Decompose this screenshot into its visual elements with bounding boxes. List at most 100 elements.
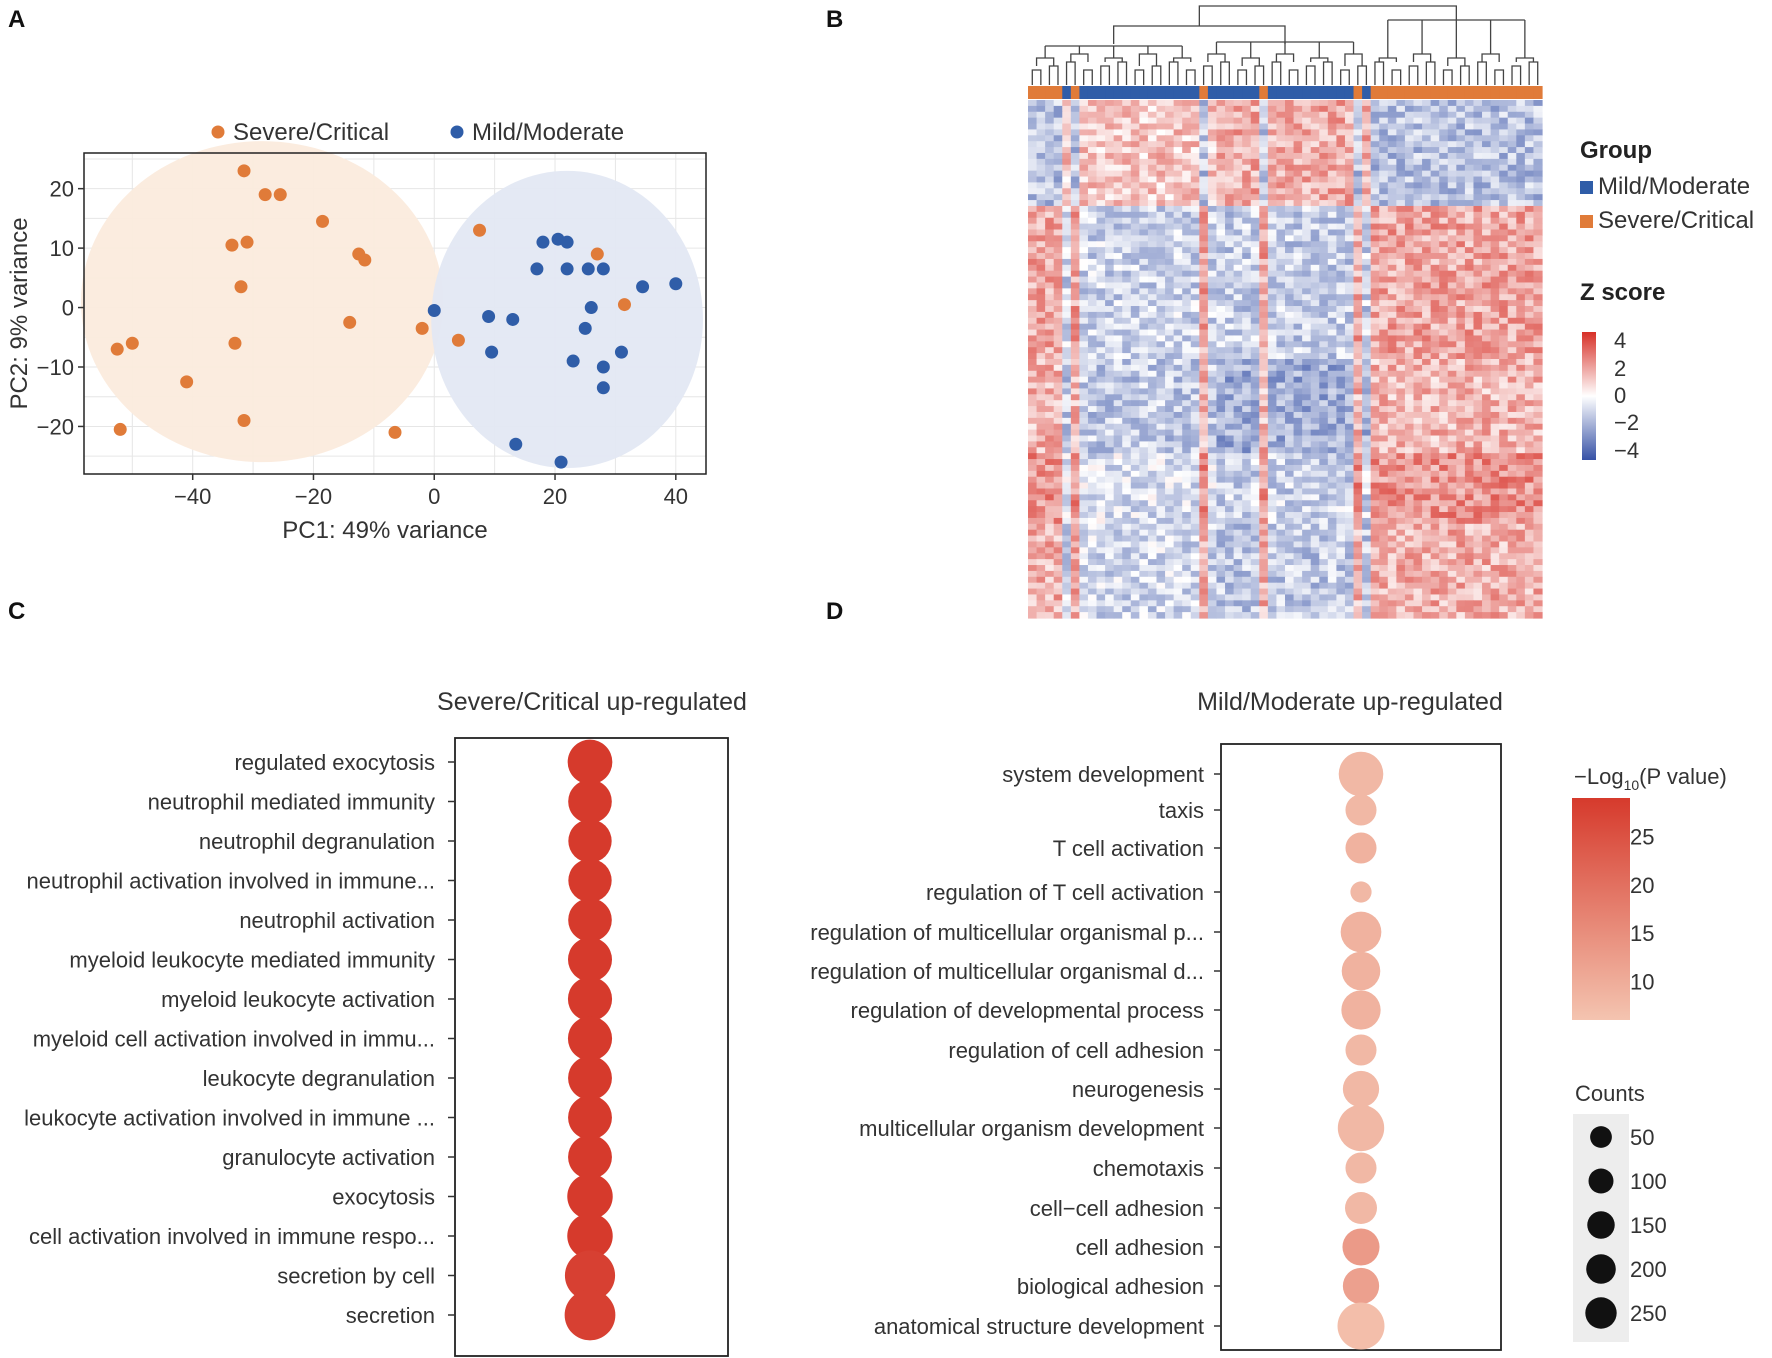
heatmap-cell <box>1482 306 1492 313</box>
heatmap-cell <box>1516 417 1526 425</box>
heatmap-cell <box>1207 223 1218 231</box>
heatmap-cell <box>1327 311 1337 319</box>
heatmap-cell <box>1028 147 1038 154</box>
heatmap-cell <box>1147 276 1158 284</box>
heatmap-cell <box>1404 170 1415 178</box>
heatmap-cell <box>1482 400 1492 407</box>
heatmap-cell <box>1439 129 1449 136</box>
heatmap-cell <box>1028 276 1038 284</box>
heatmap-cell <box>1096 470 1106 478</box>
heatmap-cell <box>1070 370 1080 378</box>
heatmap-cell <box>1422 241 1432 248</box>
heatmap-cell <box>1139 147 1149 154</box>
heatmap-cell <box>1045 282 1055 289</box>
heatmap-cell <box>1242 276 1252 284</box>
heatmap-cell <box>1387 370 1397 378</box>
heatmap-cell <box>1447 276 1457 284</box>
heatmap-cell <box>1070 382 1080 390</box>
heatmap-cell <box>1182 335 1192 342</box>
heatmap-cell <box>1499 264 1509 272</box>
heatmap-cell <box>1482 323 1492 331</box>
heatmap-cell <box>1285 488 1295 495</box>
heatmap-cell <box>1370 441 1380 448</box>
heatmap-cell <box>1156 294 1166 301</box>
heatmap-cell <box>1285 123 1295 131</box>
heatmap-cell <box>1336 253 1346 260</box>
heatmap-cell <box>1147 364 1158 372</box>
heatmap-cell <box>1045 382 1055 390</box>
heatmap-cell <box>1285 164 1295 172</box>
heatmap-cell <box>1096 406 1106 413</box>
heatmap-cell <box>1130 335 1140 342</box>
heatmap-cell <box>1319 441 1329 448</box>
heatmap-cell <box>1259 429 1269 437</box>
heatmap-cell <box>1207 105 1218 113</box>
heatmap-cell <box>1250 111 1260 119</box>
heatmap-cell <box>1464 247 1475 254</box>
heatmap-cell <box>1156 194 1166 201</box>
heatmap-cell <box>1344 282 1355 289</box>
heatmap-cell <box>1404 311 1415 319</box>
pca-point-mild <box>536 235 550 249</box>
heatmap-cell <box>1105 323 1115 331</box>
heatmap-cell <box>1327 394 1337 401</box>
heatmap-cell <box>1199 482 1209 490</box>
heatmap-cell <box>1225 482 1235 490</box>
heatmap-cell <box>1413 200 1423 207</box>
heatmap-cell <box>1087 364 1098 372</box>
heatmap-cell <box>1182 570 1192 578</box>
heatmap-cell <box>1499 282 1509 289</box>
heatmap-cell <box>1199 276 1209 284</box>
heatmap-cell <box>1079 317 1089 325</box>
heatmap-cell <box>1062 241 1072 248</box>
heatmap-cell <box>1439 394 1449 401</box>
heatmap-cell <box>1422 517 1432 525</box>
heatmap-cell <box>1070 464 1080 472</box>
heatmap-cell <box>1482 382 1492 390</box>
heatmap-cell <box>1045 435 1055 443</box>
heatmap-cell <box>1319 182 1329 189</box>
heatmap-cell <box>1087 500 1098 507</box>
heatmap-cell <box>1413 453 1423 460</box>
heatmap-cell <box>1096 129 1106 136</box>
heatmap-cell <box>1507 388 1517 395</box>
heatmap-cell <box>1293 164 1303 172</box>
heatmap-cell <box>1122 135 1132 142</box>
heatmap-cell <box>1404 264 1415 272</box>
heatmap-cell <box>1045 194 1055 201</box>
heatmap-cell <box>1233 135 1243 142</box>
heatmap-cell <box>1533 247 1543 254</box>
heatmap-cell <box>1182 388 1192 395</box>
heatmap-cell <box>1353 235 1363 242</box>
heatmap-cell <box>1045 141 1055 148</box>
heatmap-cell <box>1053 388 1063 395</box>
heatmap-cell <box>1533 323 1543 331</box>
heatmap-cell <box>1439 529 1449 537</box>
heatmap-cell <box>1173 282 1183 289</box>
heatmap-cell <box>1259 547 1269 554</box>
heatmap-cell <box>1370 282 1380 289</box>
heatmap-cell <box>1327 406 1337 413</box>
heatmap-cell <box>1267 200 1278 207</box>
heatmap-cell <box>1362 200 1372 207</box>
heatmap-cell <box>1130 288 1140 295</box>
heatmap-cell <box>1396 253 1406 260</box>
heatmap-cell <box>1327 247 1337 254</box>
heatmap-cell <box>1490 200 1500 207</box>
heatmap-cell <box>1516 135 1526 142</box>
heatmap-cell <box>1396 223 1406 231</box>
heatmap-cell <box>1190 241 1200 248</box>
heatmap-cell <box>1473 500 1483 507</box>
heatmap-cell <box>1387 488 1397 495</box>
heatmap-cell <box>1344 100 1355 107</box>
heatmap-cell <box>1105 417 1115 425</box>
heatmap-cell <box>1113 553 1123 560</box>
heatmap-cell <box>1156 512 1166 519</box>
heatmap-cell <box>1490 535 1500 543</box>
heatmap-cell <box>1473 229 1483 236</box>
heatmap-cell <box>1524 282 1535 289</box>
heatmap-cell <box>1533 517 1543 525</box>
heatmap-cell <box>1464 147 1475 154</box>
heatmap-cell <box>1062 294 1072 301</box>
heatmap-cell <box>1130 482 1140 490</box>
